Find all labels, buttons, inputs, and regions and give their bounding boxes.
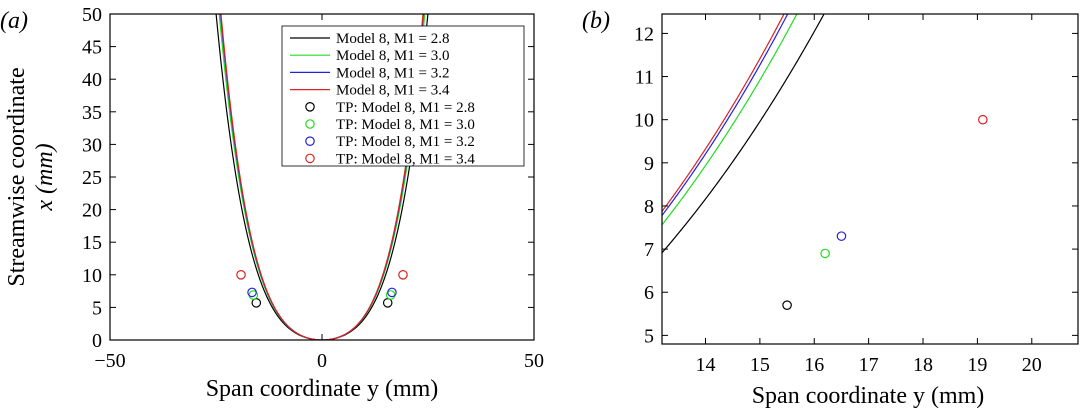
b-y-tick-label: 9 — [644, 153, 654, 175]
b-y-tick-label: 5 — [644, 325, 654, 347]
a-tp-marker-7-0 — [236, 269, 246, 280]
b-tp-marker-6-0 — [836, 231, 847, 241]
panel-a-y-label-line2: x (mm) — [32, 143, 58, 211]
panel-a-label: (a) — [0, 8, 28, 34]
legend-entry-3: Model 8, M1 = 3.4 — [336, 83, 450, 99]
b-tp-marker-7-0 — [978, 114, 988, 125]
a-tp-marker-4-0 — [251, 298, 262, 308]
a-y-tick-label: 45 — [82, 37, 102, 59]
legend-marker-swatch — [305, 102, 315, 112]
a-y-tick-label: 0 — [92, 330, 102, 352]
panel-b-curves — [662, 14, 825, 254]
panel-a-y-ticks: 0 5 10 15 20 25 30 35 40 45 50 — [82, 4, 534, 352]
a-x-tick-label: −50 — [94, 350, 125, 372]
b-x-tick-label: 17 — [859, 354, 879, 376]
panel-b-markers — [782, 114, 988, 310]
b-x-tick-label: 18 — [913, 354, 933, 376]
b-x-tick-label: 15 — [750, 354, 770, 376]
legend-entry-6: TP: Model 8, M1 = 3.2 — [336, 134, 475, 150]
panel-a-markers — [236, 269, 408, 308]
panel-a-y-label-line1: Streamwise coordinate — [4, 67, 30, 286]
b-tp-marker-5-0 — [820, 248, 830, 259]
a-tp-marker-6-0 — [247, 287, 257, 298]
a-y-tick-label: 50 — [82, 4, 102, 26]
panel-a-x-label: Span coordinate y (mm) — [206, 376, 439, 402]
b-tp-marker-4-0 — [782, 300, 792, 310]
b-series-line-1 — [662, 14, 798, 226]
legend-entry-7: TP: Model 8, M1 = 3.4 — [336, 151, 475, 167]
b-series-line-3 — [662, 14, 785, 212]
legend-entry-4: TP: Model 8, M1 = 2.8 — [336, 100, 475, 116]
a-y-tick-label: 5 — [92, 297, 102, 319]
a-y-tick-label: 20 — [82, 200, 102, 222]
panel-a-x-ticks: −50 0 50 — [94, 14, 544, 372]
b-y-tick-label: 10 — [634, 110, 654, 132]
panel-b-x-ticks: 14 15 16 17 18 19 20 — [696, 14, 1042, 376]
a-y-tick-label: 30 — [82, 134, 102, 156]
a-y-tick-label: 35 — [82, 102, 102, 124]
a-y-tick-label: 15 — [82, 232, 102, 254]
b-y-tick-label: 6 — [644, 282, 654, 304]
b-y-tick-label: 7 — [644, 239, 654, 261]
b-y-tick-label: 11 — [635, 67, 654, 89]
a-y-tick-label: 40 — [82, 69, 102, 91]
a-y-tick-label: 10 — [82, 265, 102, 287]
a-tp-marker-7-1 — [398, 269, 408, 280]
a-tp-marker-4-1 — [382, 298, 393, 308]
b-y-tick-label: 8 — [644, 196, 654, 218]
b-series-line-0 — [662, 14, 825, 254]
legend-marker-swatch — [305, 153, 315, 164]
a-tp-marker-6-1 — [387, 287, 397, 298]
b-x-tick-label: 20 — [1022, 354, 1042, 376]
a-y-tick-label: 25 — [82, 167, 102, 189]
b-series-line-2 — [662, 14, 789, 216]
panel-b-y-ticks: 5 6 7 8 9 10 11 12 — [634, 23, 1078, 347]
legend-entry-0: Model 8, M1 = 2.8 — [336, 31, 449, 47]
b-y-tick-label: 12 — [634, 23, 654, 45]
b-x-tick-label: 19 — [967, 354, 987, 376]
a-x-tick-label: 50 — [524, 350, 544, 372]
panel-b-label: (b) — [582, 8, 610, 34]
legend-entry-5: TP: Model 8, M1 = 3.0 — [336, 117, 475, 133]
b-x-tick-label: 14 — [696, 354, 716, 376]
b-x-tick-label: 16 — [804, 354, 824, 376]
legend-marker-swatch — [305, 119, 315, 129]
legend-entry-2: Model 8, M1 = 3.2 — [336, 65, 449, 81]
legend-box — [281, 25, 525, 167]
legend-marker-swatch — [305, 136, 315, 146]
legend-entry-1: Model 8, M1 = 3.0 — [336, 48, 449, 64]
panel-b: (b) 14 15 16 17 18 19 20 5 6 7 8 9 10 11 12 Span coor… — [582, 8, 1079, 409]
a-x-tick-label: 0 — [317, 350, 327, 372]
panel-b-frame — [661, 13, 1079, 345]
panel-b-x-label: Span coordinate y (mm) — [752, 383, 985, 409]
